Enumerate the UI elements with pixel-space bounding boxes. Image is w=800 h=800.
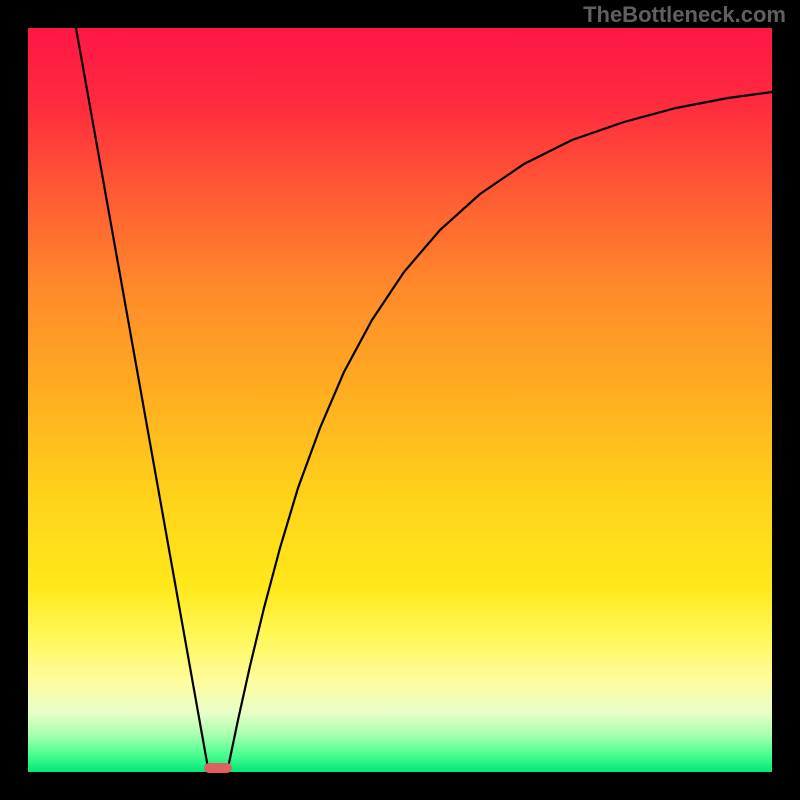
chart-container: TheBottleneck.com	[0, 0, 800, 800]
watermark-text: TheBottleneck.com	[583, 2, 786, 28]
curve-left-segment	[76, 28, 208, 768]
optimal-marker	[204, 763, 232, 773]
bottleneck-curve	[28, 28, 772, 772]
curve-right-segment	[228, 92, 772, 768]
plot-area	[28, 28, 772, 772]
